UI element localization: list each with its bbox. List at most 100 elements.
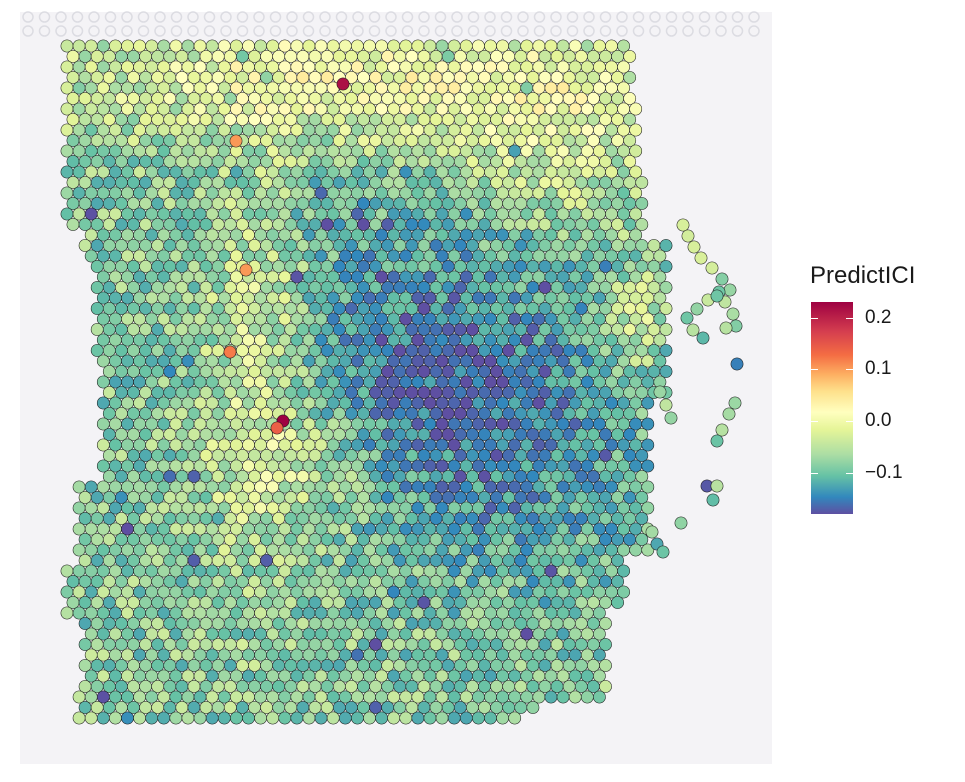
- spot-point: [115, 386, 128, 399]
- spot-point: [296, 428, 310, 441]
- spot-point: [320, 197, 334, 210]
- spot-point: [78, 659, 92, 672]
- spot-point: [580, 585, 594, 599]
- spot-point: [405, 554, 419, 567]
- spot-point: [466, 680, 479, 693]
- spot-point: [587, 449, 600, 462]
- spot-point: [466, 302, 479, 315]
- spot-point: [399, 501, 413, 515]
- spot-point: [405, 701, 419, 714]
- spot-point: [411, 375, 425, 389]
- fiducial-dot: [335, 11, 348, 23]
- spot-point: [181, 417, 195, 431]
- spot-point: [453, 617, 467, 630]
- spot-point: [345, 554, 358, 567]
- spot-point: [605, 564, 618, 578]
- spot-point: [496, 543, 509, 557]
- spot-point: [568, 690, 582, 704]
- spot-point: [520, 564, 534, 578]
- spot-point: [381, 659, 395, 672]
- spot-point: [532, 585, 546, 599]
- fiducial-dot: [715, 11, 727, 23]
- spot-point: [520, 81, 534, 95]
- spot-point: [139, 50, 152, 63]
- spot-point: [538, 680, 552, 693]
- spot-point: [532, 459, 546, 473]
- spot-point: [544, 81, 558, 95]
- spot-point: [223, 218, 237, 231]
- spot-point: [296, 491, 310, 504]
- spot-point: [441, 323, 455, 336]
- spot-point: [593, 291, 606, 305]
- spot-point: [363, 606, 376, 620]
- spot-point: [550, 302, 564, 315]
- spot-point: [435, 270, 449, 284]
- spot-point: [133, 228, 146, 242]
- fiducial-dot: [38, 25, 51, 37]
- spot-point: [332, 260, 346, 273]
- spot-point: [193, 291, 207, 305]
- spot-point: [617, 459, 630, 473]
- spot-point: [66, 92, 80, 105]
- fiducial-dot: [104, 25, 117, 37]
- spot-point: [538, 638, 552, 651]
- spot-point: [574, 323, 588, 336]
- spot-point: [205, 249, 219, 263]
- spot-point: [611, 575, 624, 588]
- spot-point: [574, 512, 588, 525]
- spot-point: [145, 354, 159, 368]
- spot-point: [568, 417, 582, 431]
- spot-point: [272, 50, 286, 63]
- spot-point: [532, 81, 546, 95]
- spot-point: [459, 207, 473, 221]
- spot-point: [266, 501, 280, 515]
- spot-point: [217, 480, 231, 494]
- spot-point: [145, 606, 159, 620]
- spot-point: [375, 186, 388, 200]
- spot-point: [453, 449, 467, 462]
- spot-point: [526, 680, 540, 693]
- spot-point: [568, 186, 582, 200]
- spot-point: [169, 501, 183, 515]
- fiducial-dot: [649, 11, 661, 23]
- spot-point: [96, 543, 110, 557]
- spot-point: [423, 81, 437, 95]
- spot-point: [242, 585, 255, 599]
- spot-point: [405, 134, 419, 147]
- spot-point: [326, 375, 340, 389]
- spot-point: [550, 365, 564, 378]
- spot-point: [550, 554, 564, 567]
- spot-point: [338, 39, 352, 53]
- spot-point: [556, 165, 570, 179]
- spot-point: [466, 428, 479, 441]
- spot-point: [284, 596, 298, 609]
- spot-point: [308, 575, 322, 588]
- spot-point: [453, 71, 467, 84]
- spot-point: [326, 354, 340, 368]
- spot-point: [363, 333, 376, 347]
- spot-point: [429, 491, 443, 504]
- spot-point: [290, 249, 304, 263]
- spot-point: [550, 638, 564, 651]
- spot-point: [593, 186, 606, 200]
- spot-point: [345, 575, 358, 588]
- spot-point: [453, 218, 467, 231]
- spot-point: [447, 606, 461, 620]
- spot-point: [296, 365, 310, 378]
- spot-point: [435, 123, 449, 137]
- spot-point: [272, 239, 286, 252]
- spot-point: [399, 39, 413, 53]
- spot-point: [375, 396, 388, 410]
- spot-point: [502, 281, 516, 294]
- spot-point: [121, 249, 134, 263]
- spot-point: [223, 323, 237, 336]
- spot-point: [405, 659, 419, 672]
- spot-point: [635, 197, 649, 210]
- spot-point: [272, 113, 286, 126]
- spot-point: [121, 606, 134, 620]
- spot-point: [472, 564, 485, 578]
- spot-point: [151, 449, 165, 462]
- spot-point: [562, 155, 576, 168]
- spot-point: [181, 354, 195, 368]
- spot-point: [453, 638, 467, 651]
